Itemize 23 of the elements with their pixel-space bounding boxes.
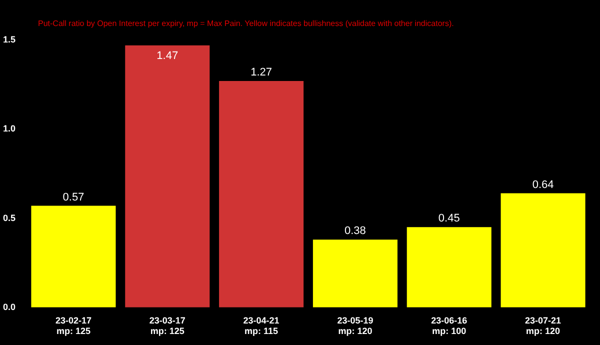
data-label: 1.47 xyxy=(156,50,178,62)
x-tick-label: 23-06-16 mp: 100 xyxy=(431,315,468,336)
bar xyxy=(219,81,304,308)
data-label: 0.64 xyxy=(532,178,554,191)
y-tick-label: 1.0 xyxy=(2,124,16,134)
x-tick-label: 23-03-17 mp: 125 xyxy=(149,315,186,336)
data-label: 0.45 xyxy=(438,212,460,225)
y-tick-label: 1.5 xyxy=(2,34,16,44)
x-tick-label: 23-05-19 mp: 120 xyxy=(337,315,374,336)
data-label: 0.38 xyxy=(344,225,366,238)
x-tick-label: 23-04-21 mp: 115 xyxy=(243,315,280,336)
y-tick-label: 0.0 xyxy=(2,302,16,312)
bar xyxy=(31,206,116,308)
bar xyxy=(406,227,492,308)
bar xyxy=(125,45,210,308)
x-tick-label: 23-07-21 mp: 120 xyxy=(525,315,562,336)
bar xyxy=(500,193,586,308)
data-label: 1.27 xyxy=(250,66,272,79)
y-tick-label: 0.5 xyxy=(2,212,16,223)
x-tick-label: 23-02-17 mp: 125 xyxy=(55,315,92,336)
chart-subtitle: Put-Call ratio by Open Interest per expiry, mp = Max Pain. Yellow indicates bullishness (validate with other indicators). xyxy=(38,19,454,28)
data-label: 0.57 xyxy=(62,191,84,204)
bar xyxy=(312,240,398,308)
